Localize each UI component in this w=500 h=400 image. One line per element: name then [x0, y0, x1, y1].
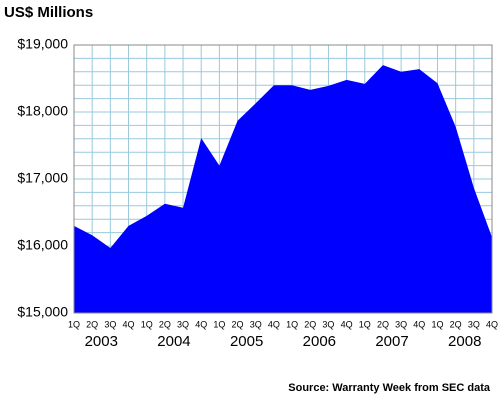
x-tick-label: 3Q	[104, 319, 116, 329]
x-tick-label: 3Q	[468, 319, 480, 329]
x-tick-label: 2Q	[450, 319, 462, 329]
x-tick-label: 1Q	[431, 319, 443, 329]
chart-title: US$ Millions	[4, 4, 93, 21]
x-tick-label: 4Q	[123, 319, 135, 329]
x-tick-label: 4Q	[268, 319, 280, 329]
x-tick-label: 4Q	[486, 319, 498, 329]
year-label: 2006	[303, 333, 336, 350]
x-tick-label: 1Q	[213, 319, 225, 329]
y-tick-label: $18,000	[17, 103, 68, 119]
plot-border	[73, 44, 493, 314]
x-tick-label: 2Q	[232, 319, 244, 329]
y-tick-label: $15,000	[17, 304, 68, 320]
year-label: 2008	[448, 333, 481, 350]
year-label: 2007	[375, 333, 408, 350]
year-label: 2004	[157, 333, 190, 350]
x-tick-label: 1Q	[68, 319, 80, 329]
y-tick-label: $19,000	[17, 36, 68, 52]
x-tick-label: 4Q	[413, 319, 425, 329]
area	[74, 65, 492, 313]
x-tick-label: 3Q	[395, 319, 407, 329]
x-tick-label: 3Q	[177, 319, 189, 329]
x-tick-label: 2Q	[377, 319, 389, 329]
x-tick-label: 1Q	[286, 319, 298, 329]
year-label: 2003	[85, 333, 118, 350]
x-tick-label: 1Q	[141, 319, 153, 329]
x-tick-label: 3Q	[250, 319, 262, 329]
x-tick-label: 2Q	[86, 319, 98, 329]
x-tick-label: 2Q	[304, 319, 316, 329]
source-note: Source: Warranty Week from SEC data	[288, 382, 491, 394]
x-tick-label: 4Q	[195, 319, 207, 329]
x-tick-label: 3Q	[322, 319, 334, 329]
y-tick-label: $16,000	[17, 237, 68, 253]
x-tick-label: 1Q	[359, 319, 371, 329]
year-label: 2005	[230, 333, 263, 350]
x-tick-label: 4Q	[341, 319, 353, 329]
x-tick-label: 2Q	[159, 319, 171, 329]
y-tick-label: $17,000	[17, 170, 68, 186]
